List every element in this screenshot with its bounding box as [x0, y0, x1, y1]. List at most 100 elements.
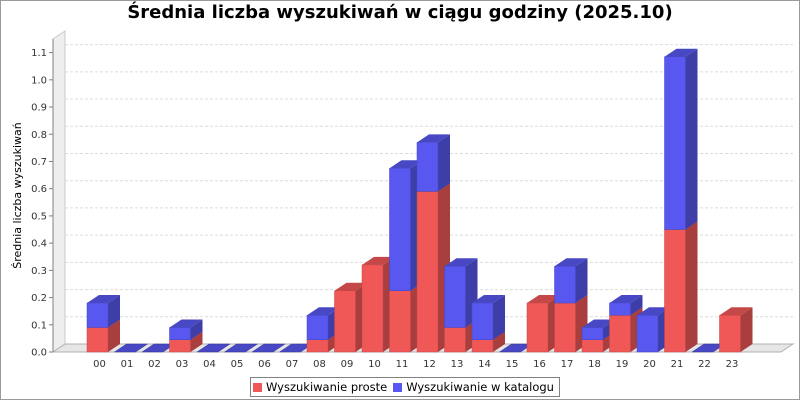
bar-14-series-1 [471, 302, 494, 341]
x-tick-label: 07 [286, 359, 299, 370]
y-tick-label: 1.1 [31, 48, 47, 59]
bar-10-series-0-top [362, 256, 395, 265]
bar-20-series-1 [636, 315, 659, 353]
bar-11-series-0 [389, 290, 411, 353]
bar-13-series-0 [444, 327, 466, 353]
legend-swatch-catalog [393, 382, 403, 392]
bar-12-series-0 [416, 191, 439, 353]
legend-label-simple: Wyszukiwanie proste [266, 380, 388, 394]
bar-11-series-1-top [389, 160, 423, 169]
legend-item-simple: Wyszukiwanie proste [253, 380, 387, 394]
y-tick-label: 0.7 [31, 157, 47, 168]
bar-19-series-1-side [630, 295, 643, 316]
x-tick-label: 20 [643, 359, 656, 370]
bar-09-series-0-top [334, 282, 368, 291]
bar-23-series-0-top [719, 307, 753, 316]
x-tick-label: 21 [671, 359, 684, 370]
x-tick-label: 16 [533, 359, 546, 370]
x-tick-label: 09 [341, 359, 354, 370]
x-tick-label: 22 [698, 359, 711, 370]
x-tick-label: 17 [561, 359, 574, 370]
x-tick-label: 03 [176, 359, 189, 370]
bar-20-series-1-top [637, 307, 670, 316]
bar-23-series-0 [719, 315, 741, 353]
y-tick-label: 0.1 [31, 320, 47, 331]
bar-12-series-1-top [417, 134, 450, 143]
bar-18-series-1 [581, 327, 604, 341]
x-tick-label: 01 [121, 359, 134, 370]
x-tick-label: 19 [616, 359, 629, 370]
x-tick-label: 12 [423, 359, 436, 370]
bar-17-series-1-top [554, 258, 588, 267]
x-tick-label: 06 [258, 359, 271, 370]
bar-17-series-0 [554, 302, 576, 353]
y-tick-label: 0.4 [31, 239, 47, 250]
bar-13-series-1-top [444, 258, 478, 267]
bar-01-empty [113, 343, 149, 353]
bar-10-series-0 [361, 264, 384, 353]
bar-19-series-0 [609, 315, 631, 353]
bar-00-series-0 [86, 327, 109, 353]
bar-03-series-0 [169, 339, 191, 353]
bar-14-series-0-side [493, 331, 505, 352]
bar-12-series-1-side [438, 134, 450, 192]
bar-13-series-1 [444, 266, 466, 328]
bar-03-series-0-side [190, 331, 203, 352]
y-tick-label: 1.0 [31, 75, 47, 86]
bar-00-series-1 [86, 302, 109, 328]
bar-16-series-0-top [527, 295, 560, 304]
x-tick-label: 00 [93, 359, 106, 370]
x-tick-label: 02 [148, 359, 161, 370]
bar-00-series-1-side [108, 295, 120, 328]
x-tick-label: 08 [313, 359, 326, 370]
bar-16-series-0 [526, 302, 549, 353]
x-tick-label: 13 [451, 359, 464, 370]
x-tick-label: 11 [396, 359, 409, 370]
bar-09-series-0 [334, 290, 356, 353]
chart-title: Średnia liczba wyszukiwań w ciągu godzin… [127, 2, 673, 23]
bar-19-series-1-top [609, 295, 643, 304]
bar-14-series-1-top [472, 295, 505, 304]
chart-legend: Wyszukiwanie proste Wyszukiwanie w katal… [250, 377, 560, 397]
bar-21-series-1-side [685, 48, 698, 230]
bar-00-series-0-side [108, 319, 120, 352]
bar-21-series-0-side [685, 221, 698, 352]
x-tick-label: 04 [203, 359, 216, 370]
x-tick-label: 15 [506, 359, 519, 370]
legend-swatch-simple [253, 382, 262, 392]
bar-14-series-0 [471, 339, 494, 353]
bar-21-series-0 [664, 229, 686, 353]
bar-05-empty [223, 343, 259, 353]
bar-03-series-1-side [190, 319, 203, 340]
bar-00-series-1-top [87, 295, 120, 304]
x-tick-label: 05 [231, 359, 244, 370]
y-axis-label: Średnia liczba wyszukiwań [11, 122, 24, 269]
bar-08-series-1-top [307, 307, 340, 316]
bar-11-series-1 [389, 168, 411, 292]
plot-side-wall [52, 30, 66, 353]
y-tick-label: 0.2 [31, 293, 47, 304]
bar-21-series-1 [664, 56, 686, 230]
bar-18-series-1-top [582, 319, 615, 328]
x-tick-label: 18 [588, 359, 601, 370]
y-tick-label: 0.0 [31, 348, 47, 359]
x-tick-label: 10 [368, 359, 381, 370]
bar-19-series-1 [609, 302, 631, 316]
x-tick-label: 23 [726, 359, 739, 370]
bar-03-series-1 [169, 327, 191, 341]
legend-label-catalog: Wyszukiwanie w katalogu [406, 380, 554, 394]
bar-03-series-1-top [169, 319, 203, 328]
y-tick-label: 0.3 [31, 266, 47, 277]
bar-14-series-1-side [493, 295, 505, 340]
bar-17-series-1 [554, 266, 576, 304]
bar-04-empty [196, 343, 231, 353]
bar-21-series-1-top [664, 48, 698, 57]
y-tick-label: 0.6 [31, 184, 47, 195]
y-tick-label: 0.5 [31, 211, 47, 222]
bar-17-series-1-side [575, 258, 588, 304]
bar-08-series-0 [306, 339, 329, 353]
x-tick-label: 14 [478, 359, 491, 370]
y-tick-label: 0.9 [31, 103, 47, 114]
